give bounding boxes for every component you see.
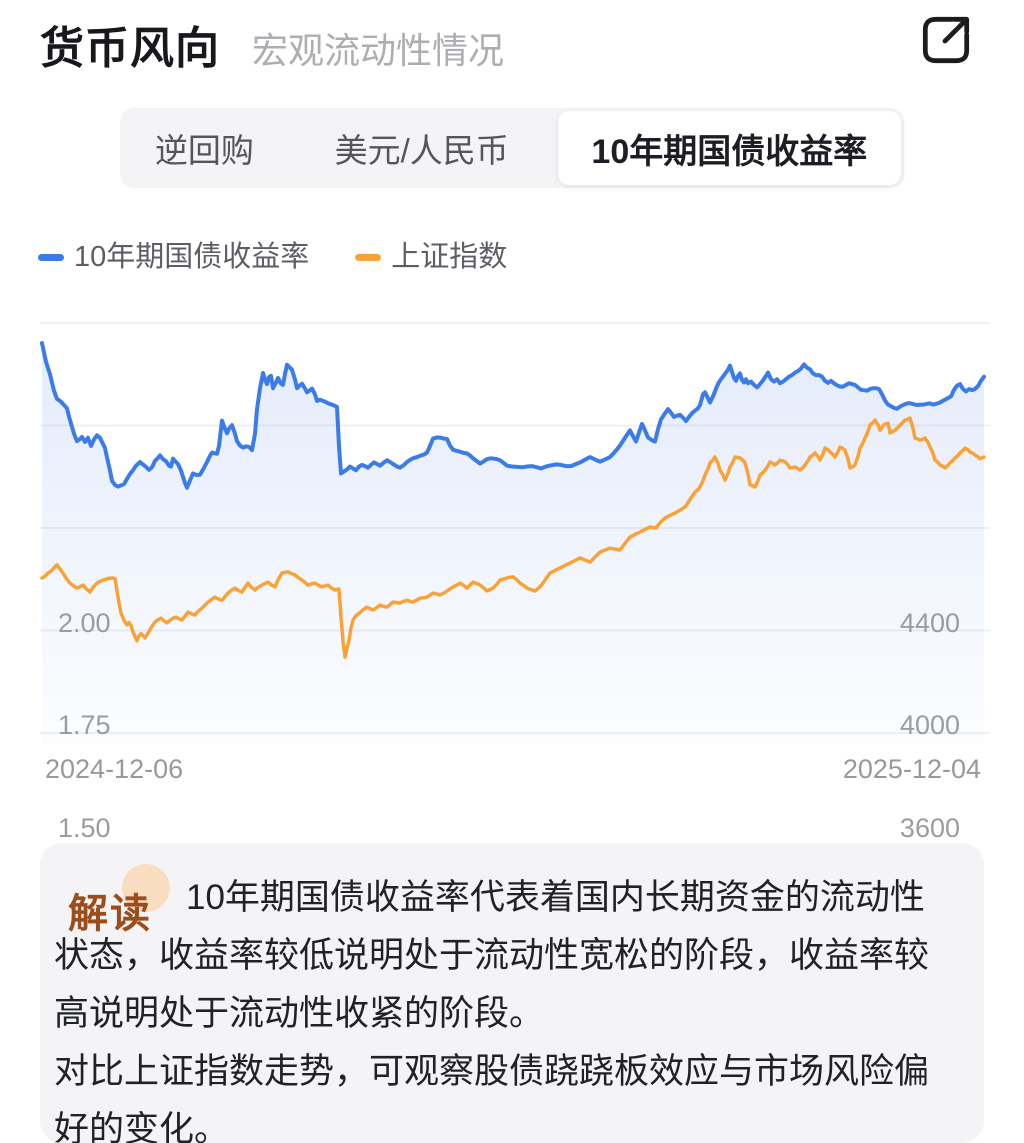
y-axis-tick-right: 3600 — [899, 813, 960, 843]
tab-usd-cny[interactable]: 美元/人民币 — [334, 132, 509, 169]
orange-line-swatch — [355, 253, 382, 261]
legend-item-yield: 10年期国债收益率 — [38, 240, 309, 274]
legend-item-sse: 上证指数 — [355, 240, 507, 274]
y-axis-tick-left: 1.50 — [58, 813, 111, 843]
series-line — [40, 416, 986, 659]
y-axis-tick-right: 4000 — [899, 710, 960, 740]
interpretation-card: 解读 10年期国债收益率代表着国内长期资金的流动性状态，收益率较低说明处于流动性… — [40, 843, 984, 1143]
y-axis-tick-right: 4400 — [899, 608, 960, 638]
y-axis-tick-left: 1.75 — [58, 710, 111, 740]
chart-canvas: 东方财富 — [40, 322, 990, 743]
x-axis-start-date: 2024-12-06 — [45, 754, 184, 784]
blue-line-swatch — [38, 253, 64, 261]
interpretation-badge: 解读 — [68, 892, 152, 936]
x-axis-end-date: 2025-12-04 — [842, 754, 981, 784]
interpretation-text-2: 对比上证指数走势，可观察股债跷跷板效应与市场风险偏好的变化。 — [54, 1052, 930, 1143]
tab-reverse-repo[interactable]: 逆回购 — [154, 132, 254, 169]
tab-bar: 逆回购 美元/人民币 10年期国债收益率 — [120, 108, 904, 188]
line-chart[interactable]: 东方财富 2.00 1.75 1.50 1.25 1.00 4400 4000 … — [0, 300, 1024, 1047]
header: 货币风向 宏观流动性情况 — [40, 12, 914, 76]
badge-highlight-circle — [122, 864, 170, 912]
legend-label: 10年期国债收益率 — [74, 241, 310, 273]
series-lines — [40, 341, 986, 659]
interpretation-text: 10年期国债收益率代表着国内长期资金的流动性状态，收益率较低说明处于流动性宽松的… — [54, 878, 930, 1033]
chart-legend: 10年期国债收益率 上证指数 — [38, 240, 507, 274]
series-line — [40, 341, 986, 490]
area-fill — [42, 343, 984, 743]
page-title: 货币风向 — [40, 24, 220, 73]
y-axis-tick-left: 2.00 — [58, 608, 111, 638]
area-under-line — [42, 343, 984, 743]
legend-label: 上证指数 — [391, 241, 508, 273]
external-link-icon — [922, 16, 970, 64]
page-subtitle: 宏观流动性情况 — [252, 30, 505, 71]
tab-10y-treasury-yield[interactable]: 10年期国债收益率 — [557, 111, 902, 185]
share-button[interactable] — [916, 10, 976, 70]
